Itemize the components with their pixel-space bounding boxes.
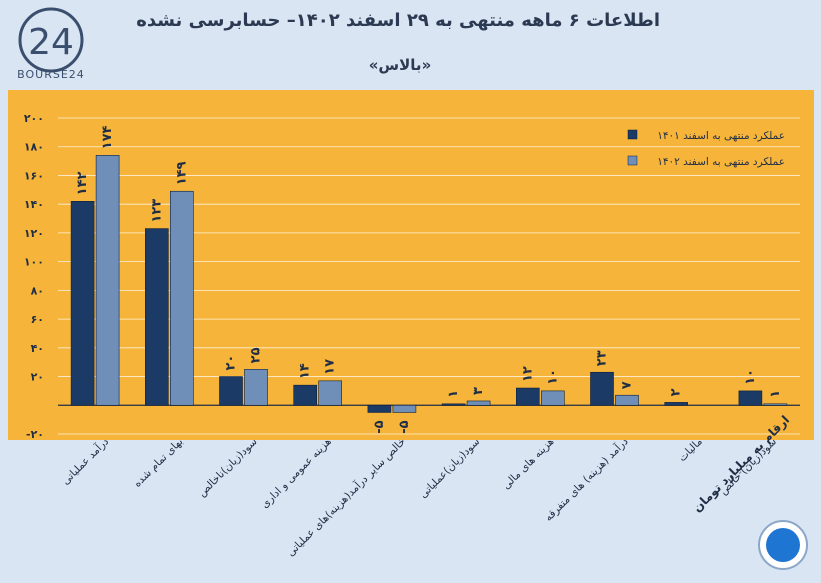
bar <box>392 404 417 413</box>
data-label: ۷ <box>620 381 635 389</box>
y-tick-label: ۴۰ <box>31 342 44 355</box>
brand-badge-icon <box>758 520 808 570</box>
bar <box>293 384 318 406</box>
bar <box>219 376 243 406</box>
data-label: ۲۵ <box>249 347 264 363</box>
bar <box>615 394 639 406</box>
bar <box>367 404 392 413</box>
data-label: ۱۴۹ <box>174 161 189 185</box>
y-tick-label: ۲۰ <box>31 371 44 384</box>
legend-entry: عملکرد منتهی به اسفند ۱۴۰۲ <box>657 156 785 168</box>
bar <box>540 390 565 406</box>
data-label: -۵ <box>372 420 387 433</box>
data-label: ۱۴ <box>298 363 313 379</box>
y-tick-label: ۱۰۰ <box>24 256 44 269</box>
x-tick-label: هزینه عمومی و اداری <box>259 436 334 511</box>
y-tick-label: ۱۴۰ <box>24 198 44 211</box>
chart-frame <box>8 90 814 440</box>
bourse24-logo: 24 <box>18 7 84 73</box>
data-label: ۱۲۳ <box>149 199 164 223</box>
data-label: ۲۳ <box>595 350 610 366</box>
x-tick-label: درآمد (هزینه) های متفرقه <box>542 435 631 524</box>
x-tick-label: سود(زیان)ناخالص <box>196 436 260 500</box>
y-tick-label: ۱۶۰ <box>24 169 44 182</box>
logo-text: BOURSE24 <box>17 68 85 81</box>
bar <box>466 400 491 406</box>
legend-entry: عملکرد منتهی به اسفند ۱۴۰۱ <box>657 130 785 142</box>
bar <box>244 369 268 406</box>
data-label: -۵ <box>397 420 412 433</box>
svg-text:24: 24 <box>28 22 74 63</box>
x-tick-label: هزینه های مالی <box>500 436 556 492</box>
x-tick-label: بهای تمام شده <box>131 436 185 490</box>
bar <box>70 201 95 406</box>
page-subtitle: «بالاس» <box>368 56 432 74</box>
bar <box>664 402 689 406</box>
x-tick-label: خالص سایر درآمد(هزینه)های عملیاتی <box>284 435 408 559</box>
page-title: اطلاعات ۶ ماهه منتهی به ۲۹ اسفند ۱۴۰۲– ح… <box>136 10 660 31</box>
data-label: ۱۰ <box>743 369 758 385</box>
y-tick-label: ۱۸۰ <box>24 141 44 154</box>
y-tick-label: ۶۰ <box>31 313 44 326</box>
bar <box>441 403 466 406</box>
legend-swatch <box>627 155 638 166</box>
legend-swatch <box>627 129 638 140</box>
y-tick-label: ۲۰۰ <box>24 112 44 125</box>
data-label: ۳ <box>471 387 486 395</box>
y-tick-label: ۱۲۰ <box>24 227 44 240</box>
data-label: ۱۷۴ <box>100 125 115 149</box>
bar <box>515 387 540 406</box>
data-label: ۱ <box>446 390 461 398</box>
data-label: ۱ <box>768 390 783 398</box>
bar <box>763 403 788 406</box>
data-label: ۱۴۲ <box>75 171 90 195</box>
bar <box>145 228 169 406</box>
bar <box>590 371 614 406</box>
data-label: ۱۲ <box>520 366 535 382</box>
data-label: ۲۰ <box>224 355 239 371</box>
y-tick-label: ۸۰ <box>31 284 44 297</box>
bar <box>170 190 194 406</box>
data-label: ۲ <box>669 388 684 396</box>
bar <box>738 390 763 406</box>
bar <box>95 155 120 406</box>
x-tick-label: درآمد عملیاتی <box>59 435 112 488</box>
data-label: ۱۰ <box>545 369 560 385</box>
y-tick-label: -۲۰ <box>26 428 44 441</box>
x-tick-label: سود(زیان)عملیاتی <box>417 436 482 501</box>
data-label: ۱۷ <box>323 359 338 375</box>
bar <box>318 380 343 406</box>
